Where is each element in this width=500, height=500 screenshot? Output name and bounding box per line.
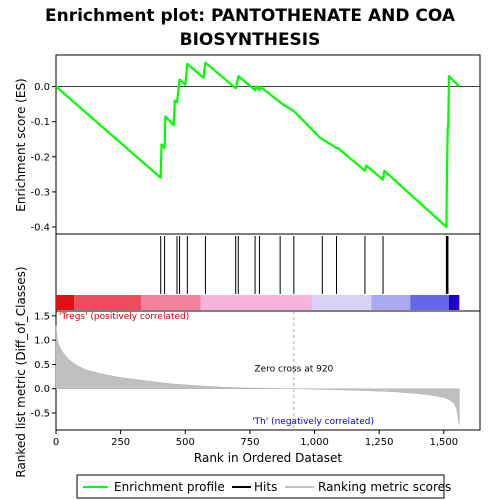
es-panel-frame — [55, 54, 481, 235]
metric-panel: Zero cross at 920 'Tregs' (positively co… — [14, 266, 481, 478]
heat-bar-segment — [311, 295, 372, 310]
x-axis-label: Rank in Ordered Dataset — [194, 451, 342, 465]
es-axis-label: Enrichment score (ES) — [14, 78, 28, 211]
es-ytick-label: -0.3 — [30, 187, 50, 198]
heat-bar-segment — [74, 295, 142, 310]
xtick-label: 1,000 — [300, 437, 329, 448]
legend-label-ranking: Ranking metric scores — [318, 480, 451, 494]
metric-ytick-label: 0.0 — [34, 384, 50, 395]
zero-cross-label: Zero cross at 920 — [254, 365, 333, 375]
legend: Enrichment profile Hits Ranking metric s… — [76, 474, 451, 499]
es-panel: 0.0 -0.1 -0.2 -0.3 -0.4 Enrichment score (ES… — [14, 54, 481, 235]
ranking-metric-area — [55, 325, 460, 426]
positive-class-label: 'Tregs' (positively correlated) — [59, 312, 189, 322]
chart-title-line2: BIOSYNTHESIS — [180, 30, 321, 50]
hits-panel — [55, 233, 481, 312]
xtick-label: 1,500 — [429, 437, 458, 448]
heat-bar-segment — [56, 295, 75, 310]
chart-title-line1: Enrichment plot: PANTOTHENATE AND COA — [45, 6, 456, 26]
metric-axis-label: Ranked list metric (Diff_of_Classes) — [14, 266, 28, 477]
metric-ytick-label: -0.5 — [30, 409, 50, 420]
heat-bar-segment — [410, 295, 449, 310]
enrichment-profile-line — [55, 61, 461, 229]
es-ytick-label: -0.2 — [30, 152, 50, 163]
metric-ytick-label: 1.0 — [34, 336, 50, 347]
xtick-label: 250 — [111, 437, 130, 448]
xtick-label: 0 — [53, 437, 59, 448]
legend-label-hits: Hits — [254, 480, 277, 494]
xtick-label: 750 — [240, 437, 259, 448]
metric-ytick-label: 0.5 — [34, 360, 50, 371]
metric-panel-frame — [55, 310, 481, 431]
heat-bar-segment — [448, 295, 460, 310]
legend-label-enrichment: Enrichment profile — [114, 480, 225, 494]
heat-bar-segment — [200, 295, 312, 310]
metric-ytick-label: 1.5 — [34, 311, 50, 322]
heat-bar-segment — [371, 295, 411, 310]
xtick-label: 500 — [176, 437, 195, 448]
es-ytick-label: -0.1 — [30, 117, 50, 128]
es-ytick-label: 0.0 — [34, 82, 50, 93]
es-ytick-label: -0.4 — [30, 222, 50, 233]
heat-bar-segment — [141, 295, 201, 310]
legend-frame — [76, 474, 445, 499]
xtick-label: 1,250 — [365, 437, 394, 448]
negative-class-label: 'Th' (negatively correlated) — [252, 417, 374, 427]
